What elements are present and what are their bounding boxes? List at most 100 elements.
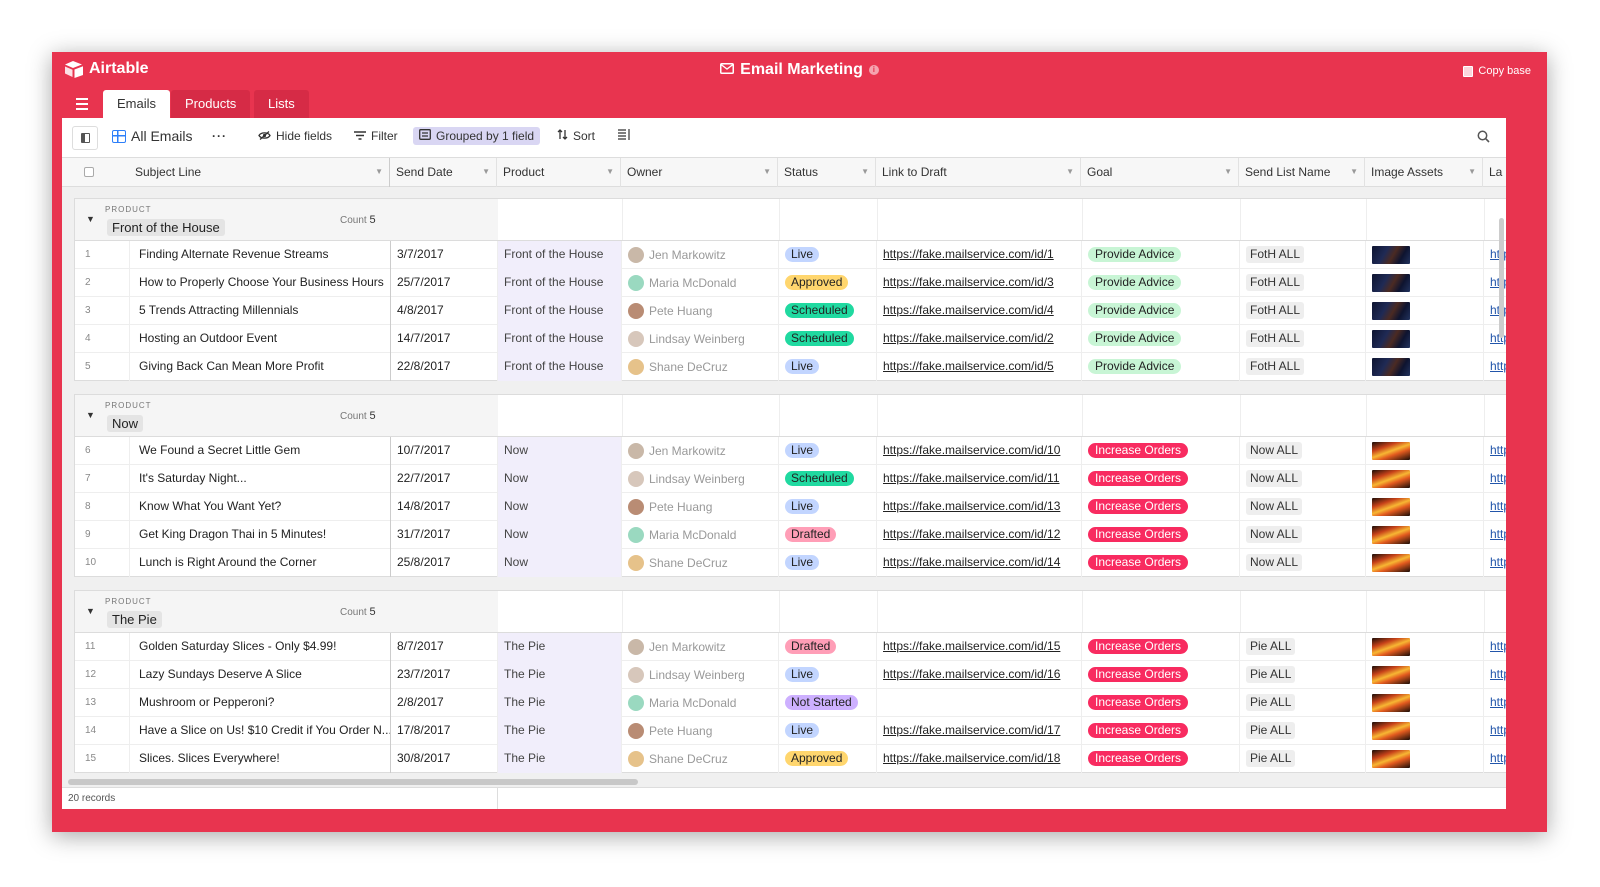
chevron-down-icon[interactable]: ▼ [482,167,490,176]
image-assets-cell[interactable] [1366,297,1484,325]
subject-line-cell[interactable]: 5 Trends Attracting Millennials [130,297,391,325]
tab-lists[interactable]: Lists [254,90,309,118]
product-cell[interactable]: Front of the House [498,353,622,381]
collapse-triangle-icon[interactable]: ▼ [86,410,95,420]
search-button[interactable] [1477,130,1490,146]
truncated-link[interactable]: http [1490,695,1506,709]
image-assets-cell[interactable] [1366,633,1484,661]
image-thumbnail[interactable] [1372,638,1410,656]
goal-cell[interactable]: Provide Advice [1082,325,1240,353]
image-thumbnail[interactable] [1372,246,1410,264]
owner-cell[interactable]: Shane DeCruz [622,549,779,577]
draft-link[interactable]: https://fake.mailservice.com/id/10 [883,443,1061,457]
product-cell[interactable]: The Pie [498,689,622,717]
link-to-draft-cell[interactable]: https://fake.mailservice.com/id/2 [877,325,1082,353]
truncated-link[interactable]: http [1490,471,1506,485]
send-list-cell[interactable]: FotH ALL [1240,241,1366,269]
product-cell[interactable]: Now [498,549,622,577]
filter-button[interactable]: Filter [354,129,398,143]
send-date-cell[interactable]: 22/8/2017 [391,353,498,381]
draft-link[interactable]: https://fake.mailservice.com/id/2 [883,331,1054,345]
send-date-cell[interactable]: 25/7/2017 [391,269,498,297]
image-assets-cell[interactable] [1366,325,1484,353]
send-date-cell[interactable]: 31/7/2017 [391,521,498,549]
draft-link[interactable]: https://fake.mailservice.com/id/12 [883,527,1061,541]
owner-cell[interactable]: Jen Markowitz [622,437,779,465]
last-column-cell[interactable]: http [1484,745,1506,773]
status-cell[interactable]: Live [779,241,877,269]
goal-cell[interactable]: Increase Orders [1082,661,1240,689]
view-more-button[interactable]: ··· [212,129,227,143]
horizontal-scrollbar[interactable] [68,779,638,785]
send-list-cell[interactable]: FotH ALL [1240,269,1366,297]
image-thumbnail[interactable] [1372,358,1410,376]
tab-products[interactable]: Products [171,90,251,118]
view-switcher[interactable]: All Emails [112,128,192,144]
send-date-cell[interactable]: 25/8/2017 [391,549,498,577]
send-list-cell[interactable]: Pie ALL [1240,689,1366,717]
owner-cell[interactable]: Pete Huang [622,717,779,745]
table-row[interactable]: 15 Slices. Slices Everywhere! 30/8/2017 The… [75,745,1506,773]
airtable-logo[interactable]: Airtable [64,60,149,78]
goal-cell[interactable]: Increase Orders [1082,745,1240,773]
link-to-draft-cell[interactable] [877,689,1082,717]
status-cell[interactable]: Live [779,717,877,745]
send-date-cell[interactable]: 23/7/2017 [391,661,498,689]
goal-cell[interactable]: Provide Advice [1082,269,1240,297]
send-list-cell[interactable]: Now ALL [1240,549,1366,577]
image-assets-cell[interactable] [1366,241,1484,269]
goal-cell[interactable]: Provide Advice [1082,353,1240,381]
table-row[interactable]: 2 How to Properly Choose Your Business Ho… [75,269,1506,297]
owner-cell[interactable]: Maria McDonald [622,269,779,297]
image-thumbnail[interactable] [1372,750,1410,768]
table-row[interactable]: 1 Finding Alternate Revenue Streams 3/7/20… [75,241,1506,269]
last-column-cell[interactable]: http [1484,633,1506,661]
subject-line-cell[interactable]: Golden Saturday Slices - Only $4.99! [130,633,391,661]
product-cell[interactable]: The Pie [498,717,622,745]
image-thumbnail[interactable] [1372,330,1410,348]
header-send-date[interactable]: Send Date ▼ [390,158,497,187]
chevron-down-icon[interactable]: ▼ [1224,167,1232,176]
truncated-link[interactable]: http [1490,723,1506,737]
goal-cell[interactable]: Increase Orders [1082,633,1240,661]
info-icon[interactable]: i [868,65,879,75]
sidebar-toggle-button[interactable] [72,126,98,150]
group-button[interactable]: Grouped by 1 field [413,127,541,145]
header-link-to-draft[interactable]: Link to Draft ▼ [876,158,1081,187]
draft-link[interactable]: https://fake.mailservice.com/id/13 [883,499,1061,513]
send-list-cell[interactable]: Pie ALL [1240,717,1366,745]
chevron-down-icon[interactable]: ▼ [861,167,869,176]
send-date-cell[interactable]: 2/8/2017 [391,689,498,717]
chevron-down-icon[interactable]: ▼ [1468,167,1476,176]
subject-line-cell[interactable]: Lunch is Right Around the Corner [130,549,391,577]
image-thumbnail[interactable] [1372,694,1410,712]
link-to-draft-cell[interactable]: https://fake.mailservice.com/id/3 [877,269,1082,297]
image-thumbnail[interactable] [1372,722,1410,740]
table-row[interactable]: 12 Lazy Sundays Deserve A Slice 23/7/2017 T… [75,661,1506,689]
status-cell[interactable]: Scheduled [779,465,877,493]
image-thumbnail[interactable] [1372,470,1410,488]
draft-link[interactable]: https://fake.mailservice.com/id/4 [883,303,1054,317]
subject-line-cell[interactable]: We Found a Secret Little Gem [130,437,391,465]
image-assets-cell[interactable] [1366,549,1484,577]
header-owner[interactable]: Owner ▼ [621,158,778,187]
product-cell[interactable]: Front of the House [498,325,622,353]
goal-cell[interactable]: Increase Orders [1082,549,1240,577]
status-cell[interactable]: Live [779,353,877,381]
goal-cell[interactable]: Provide Advice [1082,241,1240,269]
link-to-draft-cell[interactable]: https://fake.mailservice.com/id/14 [877,549,1082,577]
draft-link[interactable]: https://fake.mailservice.com/id/11 [883,471,1060,485]
send-list-cell[interactable]: Pie ALL [1240,661,1366,689]
owner-cell[interactable]: Lindsay Weinberg [622,465,779,493]
send-list-cell[interactable]: FotH ALL [1240,325,1366,353]
truncated-link[interactable]: http [1490,527,1506,541]
send-date-cell[interactable]: 14/7/2017 [391,325,498,353]
chevron-down-icon[interactable]: ▼ [1066,167,1074,176]
table-row[interactable]: 10 Lunch is Right Around the Corner 25/8/2… [75,549,1506,577]
product-cell[interactable]: The Pie [498,745,622,773]
last-column-cell[interactable]: http [1484,661,1506,689]
header-goal[interactable]: Goal ▼ [1081,158,1239,187]
owner-cell[interactable]: Jen Markowitz [622,633,779,661]
link-to-draft-cell[interactable]: https://fake.mailservice.com/id/5 [877,353,1082,381]
truncated-link[interactable]: http [1490,499,1506,513]
